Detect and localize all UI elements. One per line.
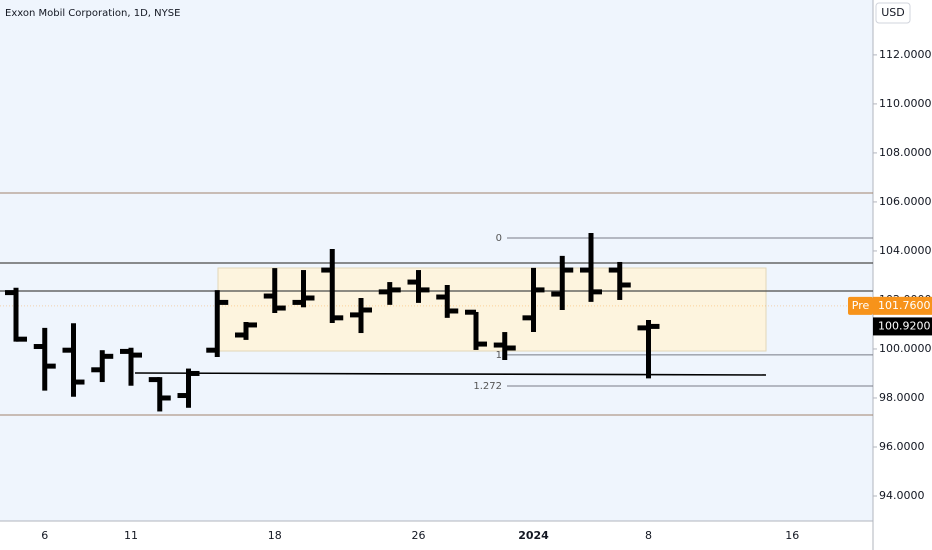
chart-title: Exxon Mobil Corporation, 1D, NYSE [5,8,180,19]
y-tick-label: 98.0000 [879,391,925,404]
fib-label: 1 [496,350,502,361]
pre-price-box [873,296,932,315]
plot-background [0,0,873,521]
x-tick-label: 8 [645,529,652,542]
last-price-label: 100.9200 [878,319,931,332]
y-tick-label: 112.0000 [879,48,932,61]
range-box [217,267,767,352]
y-tick-label: 106.0000 [879,195,932,208]
fib-label: 1.272 [473,381,502,392]
y-tick-label: 110.0000 [879,97,932,110]
x-tick-label: 26 [412,529,426,542]
y-tick-label: 108.0000 [879,146,932,159]
x-tick-label: 16 [785,529,799,542]
price-axis [873,0,932,550]
x-tick-label: 11 [124,529,138,542]
y-tick-label: 100.0000 [879,342,932,355]
pre-price-label: 101.7600 [878,299,931,312]
pre-tag-box [848,296,873,315]
y-tick-label: 104.0000 [879,244,932,257]
fib-label: 0 [496,233,502,244]
currency: USD [881,6,905,19]
pre-tag: Pre [852,299,870,312]
y-tick-label: 94.0000 [879,489,925,502]
last-price-box [873,317,932,336]
y-tick-label: 96.0000 [879,440,925,453]
trend-line [134,372,767,376]
x-tick-label: 18 [268,529,282,542]
currency-box[interactable] [875,2,911,24]
x-tick-label: 2024 [518,529,549,542]
x-tick-label: 6 [41,529,48,542]
time-axis [0,521,873,550]
